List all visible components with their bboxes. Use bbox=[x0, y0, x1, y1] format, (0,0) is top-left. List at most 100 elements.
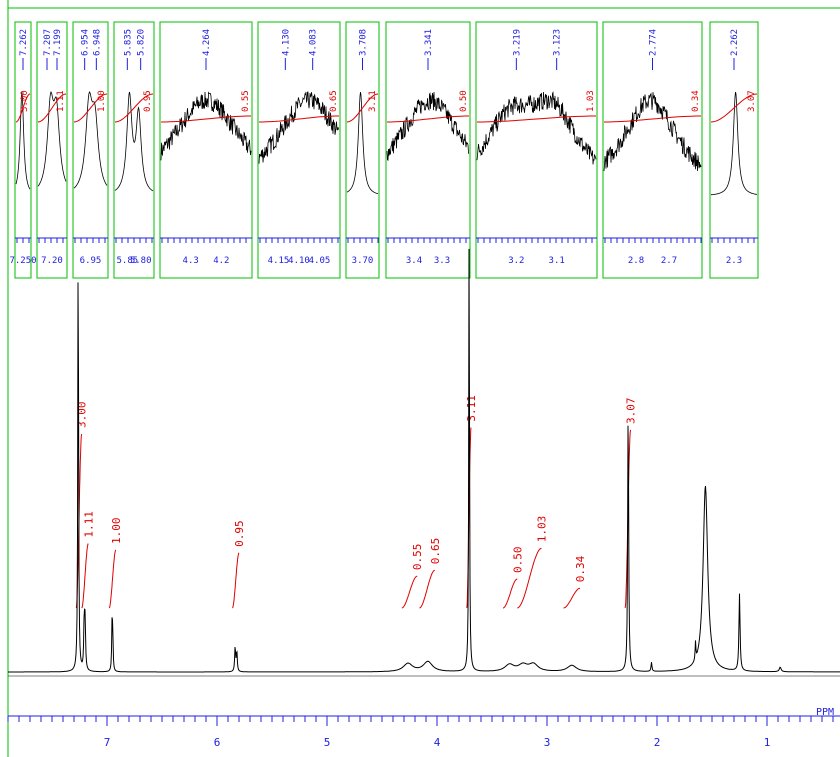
inset-border bbox=[257, 21, 341, 279]
inset-integral-curve bbox=[387, 115, 469, 123]
inset-border bbox=[159, 21, 253, 279]
integral-label: 0.65 bbox=[429, 538, 442, 565]
inset-border bbox=[72, 21, 109, 279]
inset-tick-label: 2.8 bbox=[628, 256, 644, 266]
inset-panel: 3.00 7.262 7.250 bbox=[9, 21, 37, 279]
peak-label: 4.130 bbox=[281, 29, 291, 56]
inset-panel: 0.55 4.264 4.3 4.2 bbox=[159, 21, 253, 279]
integral-label: 0.95 bbox=[233, 520, 246, 547]
inset-integral-curve bbox=[346, 93, 379, 123]
inset-tick-label: 2.7 bbox=[661, 256, 677, 266]
x-axis-label: PPM bbox=[816, 707, 834, 718]
axis-tick-label: 1 bbox=[764, 736, 771, 749]
peak-label: 6.948 bbox=[92, 29, 102, 56]
inset-integral-label: 0.95 bbox=[143, 90, 153, 112]
inset-integral-curve bbox=[604, 115, 701, 123]
main-spectrum-trace bbox=[8, 248, 840, 673]
peak-label: 3.341 bbox=[424, 29, 434, 56]
inset-integral-curve bbox=[259, 115, 339, 123]
inset-tick-label: 3.3 bbox=[434, 256, 450, 266]
inset-tick-label: 5.80 bbox=[130, 256, 152, 266]
integral-curve bbox=[502, 578, 518, 609]
inset-trace bbox=[15, 91, 31, 190]
peak-label: 4.264 bbox=[202, 29, 212, 56]
integral-label: 0.34 bbox=[574, 555, 587, 582]
integral-label: 0.55 bbox=[411, 544, 424, 571]
inset-integral-curve bbox=[710, 93, 758, 123]
integral-curve bbox=[517, 547, 542, 609]
inset-integral-curve bbox=[37, 93, 67, 123]
peak-label: 6.954 bbox=[81, 29, 91, 56]
inset-integral-label: 3.07 bbox=[747, 90, 757, 112]
inset-tick-label: 4.05 bbox=[309, 256, 331, 266]
inset-panel: 0.50 3.341 3.4 3.3 bbox=[385, 21, 471, 279]
axis-tick-label: 3 bbox=[544, 736, 551, 749]
axis-tick-label: 2 bbox=[654, 736, 661, 749]
peak-label: 3.708 bbox=[359, 29, 369, 56]
integral-curve bbox=[563, 587, 581, 609]
inset-border bbox=[113, 21, 155, 279]
inset-panel: 3.07 2.262 2.3 bbox=[709, 21, 759, 279]
inset-integral-label: 0.55 bbox=[241, 90, 251, 112]
inset-tick-label: 3.1 bbox=[549, 256, 565, 266]
axis-tick-label: 7 bbox=[104, 736, 111, 749]
integral-label: 3.11 bbox=[465, 395, 478, 422]
axis-tick-label: 6 bbox=[214, 736, 221, 749]
integral-label: 1.00 bbox=[110, 518, 123, 545]
inset-trace bbox=[476, 91, 597, 165]
peak-label: 7.262 bbox=[19, 29, 29, 56]
inset-border bbox=[14, 21, 32, 279]
inset-trace bbox=[258, 91, 340, 164]
inset-panel: 1.11 7.207 7.199 7.20 bbox=[36, 21, 68, 279]
integral-label: 3.07 bbox=[625, 397, 638, 424]
inset-border bbox=[36, 21, 68, 279]
inset-integral-curve bbox=[73, 93, 108, 123]
inset-panel: 3.11 3.708 3.70 bbox=[345, 21, 380, 279]
inset-trace bbox=[37, 91, 67, 187]
inset-tick-label: 4.15 bbox=[268, 256, 290, 266]
inset-tick-label: 3.2 bbox=[508, 256, 524, 266]
inset-panel: 0.95 5.835 5.820 5.855.80 bbox=[113, 21, 155, 279]
inset-trace bbox=[710, 91, 758, 196]
inset-integral-curve bbox=[15, 93, 31, 123]
peak-label: 4.083 bbox=[309, 29, 319, 56]
inset-tick-label: 5.85 bbox=[116, 256, 138, 266]
inset-tick-label: 3.4 bbox=[406, 256, 422, 266]
inset-trace bbox=[73, 91, 108, 189]
inset-integral-label: 0.65 bbox=[329, 90, 339, 112]
peak-label: 2.774 bbox=[649, 29, 659, 56]
inset-border bbox=[345, 21, 380, 279]
axis-tick-label: 4 bbox=[434, 736, 441, 749]
integral-curve bbox=[81, 543, 89, 609]
ppm-axis: 7 6 5 4 3 2 1 bbox=[7, 715, 840, 749]
inset-trace bbox=[160, 91, 252, 161]
inset-panels: 3.00 7.262 7.250 1.11 7.207 7.199 7.20 1.00 6.95… bbox=[9, 21, 759, 279]
inset-panel: 0.65 4.130 4.083 4.154.104.05 bbox=[257, 21, 341, 279]
inset-panel: 1.03 3.219 3.123 3.2 3.1 bbox=[475, 21, 598, 279]
inset-border bbox=[602, 21, 703, 279]
inset-integral-curve bbox=[477, 115, 596, 123]
inset-integral-label: 0.34 bbox=[691, 90, 701, 112]
inset-tick-label: 7.20 bbox=[41, 256, 63, 266]
integral-label: 0.50 bbox=[511, 547, 524, 574]
inset-tick-label: 6.95 bbox=[80, 256, 102, 266]
peak-label: 7.199 bbox=[53, 29, 63, 56]
integral-curve bbox=[232, 552, 240, 609]
peak-label: 7.207 bbox=[43, 29, 53, 56]
inset-border bbox=[385, 21, 471, 279]
inset-integral-label: 3.11 bbox=[368, 90, 378, 112]
inset-trace bbox=[346, 91, 379, 195]
inset-panel: 1.00 6.954 6.948 6.95 bbox=[72, 21, 109, 279]
inset-tick-label: 4.10 bbox=[288, 256, 310, 266]
integral-label: 1.11 bbox=[82, 511, 95, 538]
integral-curve bbox=[108, 549, 117, 609]
axis-tick-label: 5 bbox=[324, 736, 331, 749]
inset-integral-curve bbox=[161, 115, 251, 123]
integral-curve bbox=[401, 575, 418, 609]
inset-trace bbox=[114, 91, 154, 192]
inset-tick-label: 3.70 bbox=[352, 256, 374, 266]
inset-trace bbox=[603, 92, 702, 172]
inset-tick-label: 2.3 bbox=[726, 256, 742, 266]
